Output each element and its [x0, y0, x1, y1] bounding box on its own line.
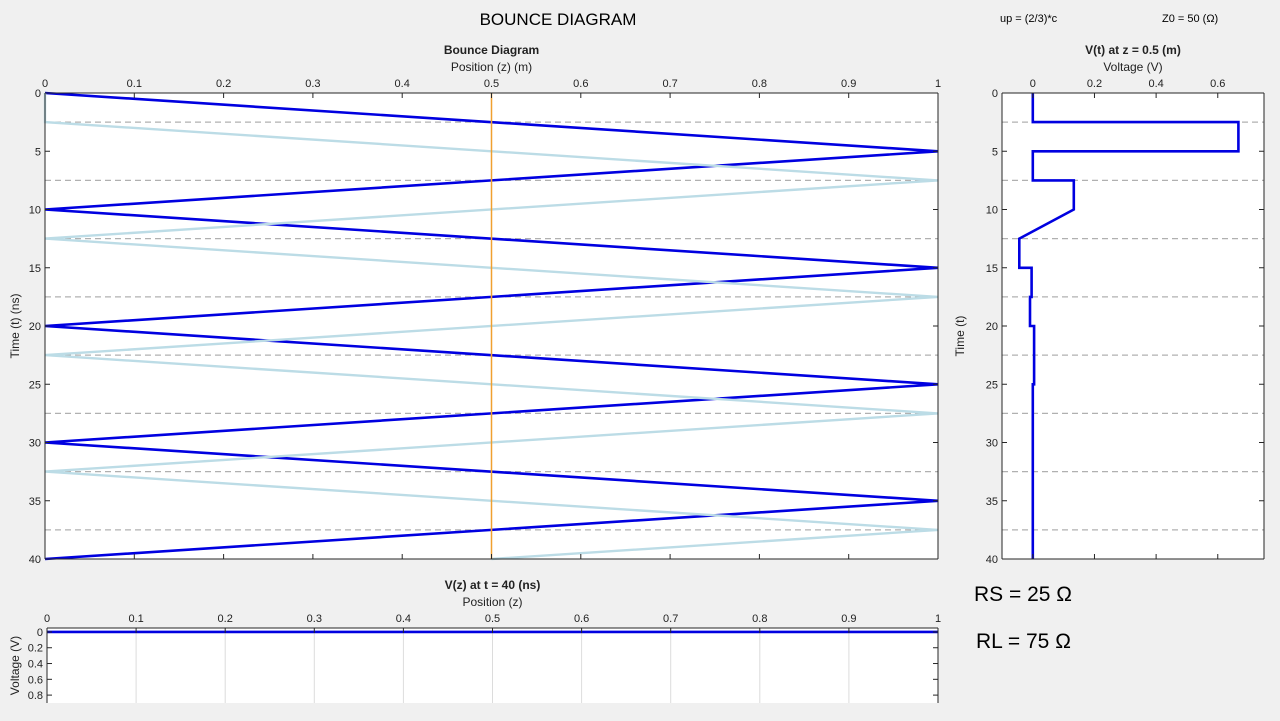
- y-tick-label-vz: 0: [37, 627, 43, 639]
- y-tick-label-vt: 5: [992, 146, 998, 158]
- series-line-vt-0: [1017, 93, 1240, 559]
- x-tick-label-bounce: 0.5: [484, 78, 499, 90]
- y-tick-label-vt: 35: [986, 496, 998, 508]
- impedance-note: Z0 = 50 (Ω): [1162, 13, 1219, 25]
- x-tick-label-vz: 0.2: [218, 613, 233, 625]
- y-tick-label-vt: 0: [992, 88, 998, 100]
- x-tick-label-bounce: 0.2: [216, 78, 231, 90]
- x-tick-label-bounce: 1: [935, 78, 941, 90]
- y-axis-label-vz: Voltage (V): [8, 636, 22, 695]
- x-tick-label-vz: 0.9: [841, 613, 856, 625]
- x-tick-label-vz: 0.8: [752, 613, 767, 625]
- x-tick-label-vt: 0.6: [1210, 78, 1225, 90]
- figure-title: BOUNCE DIAGRAM: [479, 10, 637, 29]
- x-tick-label-vz: 0.5: [485, 613, 500, 625]
- y-tick-label-bounce: 25: [29, 379, 41, 391]
- chart-title-vt: V(t) at z = 0.5 (m): [1085, 43, 1181, 57]
- y-tick-label-vz: 0.6: [28, 674, 43, 686]
- x-tick-label-bounce: 0.1: [127, 78, 142, 90]
- y-tick-label-bounce: 15: [29, 263, 41, 275]
- x-tick-label-bounce: 0.8: [752, 78, 767, 90]
- x-tick-label-vz: 0.7: [663, 613, 678, 625]
- y-tick-label-vz: 0.4: [28, 659, 43, 671]
- x-tick-label-bounce: 0: [42, 78, 48, 90]
- y-tick-label-vt: 20: [986, 321, 998, 333]
- rs-label: RS = 25 Ω: [974, 583, 1072, 606]
- y-tick-label-bounce: 10: [29, 205, 41, 217]
- y-tick-label-vt: 40: [986, 554, 998, 566]
- plot-area-vt: [1002, 93, 1264, 559]
- x-tick-label-vz: 0.3: [307, 613, 322, 625]
- x-axis-label-vt: Voltage (V): [1103, 60, 1162, 74]
- y-tick-label-bounce: 30: [29, 438, 41, 450]
- x-tick-label-bounce: 0.6: [573, 78, 588, 90]
- x-tick-label-vz: 0.1: [128, 613, 143, 625]
- y-tick-label-vt: 10: [986, 205, 998, 217]
- x-tick-label-vt: 0.2: [1087, 78, 1102, 90]
- rl-label: RL = 75 Ω: [976, 630, 1071, 653]
- y-axis-label-bounce: Time (t) (ns): [8, 294, 22, 359]
- y-tick-label-bounce: 0: [35, 88, 41, 100]
- speed-note: up = (2/3)*c: [1000, 13, 1058, 25]
- x-tick-label-vz: 1: [935, 613, 941, 625]
- x-tick-label-vz: 0.4: [396, 613, 411, 625]
- y-tick-label-vt: 30: [986, 438, 998, 450]
- x-tick-label-vt: 0: [1030, 78, 1036, 90]
- y-tick-label-vz: 0.8: [28, 690, 43, 702]
- x-axis-label-vz: Position (z): [462, 595, 522, 609]
- y-tick-label-bounce: 40: [29, 554, 41, 566]
- y-tick-label-vz: 0.2: [28, 643, 43, 655]
- x-tick-label-vz: 0: [44, 613, 50, 625]
- chart-title-vz: V(z) at t = 40 (ns): [445, 578, 541, 592]
- y-tick-label-vt: 25: [986, 379, 998, 391]
- y-tick-label-bounce: 5: [35, 146, 41, 158]
- x-tick-label-vt: 0.4: [1148, 78, 1163, 90]
- x-tick-label-bounce: 0.9: [841, 78, 856, 90]
- chart-title-bounce: Bounce Diagram: [444, 43, 539, 57]
- x-tick-label-bounce: 0.3: [305, 78, 320, 90]
- x-tick-label-vz: 0.6: [574, 613, 589, 625]
- y-tick-label-bounce: 20: [29, 321, 41, 333]
- x-tick-label-bounce: 0.7: [662, 78, 677, 90]
- x-axis-label-bounce: Position (z) (m): [451, 60, 532, 74]
- y-axis-label-vt: Time (t): [953, 316, 967, 357]
- x-tick-label-bounce: 0.4: [395, 78, 410, 90]
- y-tick-label-vt: 15: [986, 263, 998, 275]
- y-tick-label-bounce: 35: [29, 496, 41, 508]
